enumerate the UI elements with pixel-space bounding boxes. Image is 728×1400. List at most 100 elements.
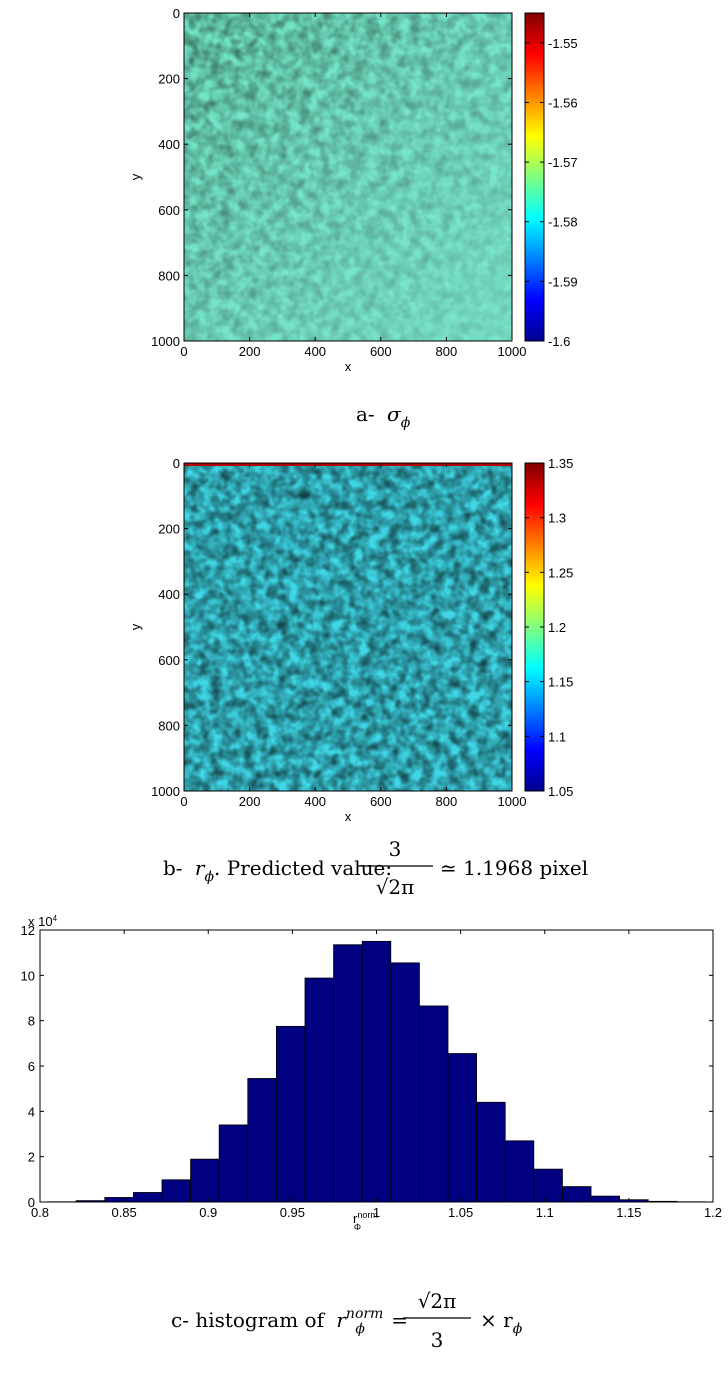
colorbar-tick-label: -1.56 bbox=[548, 95, 578, 110]
svg-text:b- rϕ. Predicted value: b- rϕ. Predicted value: bbox=[163, 856, 392, 885]
histogram-bar bbox=[190, 1158, 220, 1203]
svg-text:≃ 1.1968 pixel: ≃ 1.1968 pixel bbox=[440, 856, 588, 880]
y-exponent-label: x 104 bbox=[28, 914, 58, 929]
x-tick-label: 400 bbox=[304, 794, 326, 809]
colorbar-tick-label: 1.1 bbox=[548, 729, 566, 744]
histogram-bar bbox=[647, 1200, 678, 1203]
histogram-bar bbox=[390, 962, 420, 1203]
histogram-bar bbox=[504, 1140, 535, 1203]
histogram-bar bbox=[304, 977, 334, 1203]
svg-text:3: 3 bbox=[389, 837, 402, 861]
x-tick-label: 800 bbox=[436, 344, 458, 359]
colorbar-tick-label: 1.05 bbox=[548, 784, 573, 799]
x-tick-label: 0.95 bbox=[280, 1205, 305, 1220]
x-tick-label: 1.15 bbox=[616, 1205, 641, 1220]
histogram-bar bbox=[361, 940, 392, 1203]
svg-text:√2π: √2π bbox=[418, 1289, 457, 1313]
y-tick-label: 6 bbox=[28, 1059, 35, 1074]
y-tick-label: 800 bbox=[158, 268, 180, 283]
x-axis-label-c: rnorm Φ bbox=[353, 1210, 378, 1232]
x-tick-label: 200 bbox=[239, 794, 261, 809]
colorbar-tick-label: -1.59 bbox=[548, 274, 578, 289]
x-tick-label: 0 bbox=[180, 344, 187, 359]
histogram-bar bbox=[75, 1200, 106, 1203]
histogram-bar bbox=[419, 1005, 449, 1203]
y-tick-label: 8 bbox=[28, 1014, 35, 1029]
y-tick-label: 400 bbox=[158, 137, 180, 152]
caption-c: c- histogram of rnorm ϕ = √2π 3 × rϕ bbox=[171, 1289, 523, 1352]
y-tick-label: 2 bbox=[28, 1150, 35, 1165]
colorbar-tick-label: 1.35 bbox=[548, 456, 573, 471]
colorbar-tick-label: 1.15 bbox=[548, 675, 573, 690]
y-tick-label: 1000 bbox=[151, 784, 180, 799]
x-tick-label: 1 bbox=[373, 1205, 380, 1220]
colorbar-tick-label: -1.58 bbox=[548, 215, 578, 230]
histogram-bars bbox=[47, 940, 706, 1203]
colorbar-tick-label: 1.2 bbox=[548, 620, 566, 635]
x-axis-label: x bbox=[345, 809, 352, 824]
caption-b: b- rϕ. Predicted value: 3 √2π ≃ 1.1968 p… bbox=[163, 837, 588, 899]
y-tick-label: 0 bbox=[173, 456, 180, 471]
x-tick-label: 1000 bbox=[498, 344, 527, 359]
histogram-bar bbox=[619, 1199, 649, 1203]
histogram-bar bbox=[562, 1186, 592, 1203]
caption-a: a- σϕ bbox=[356, 402, 411, 431]
histogram-bar bbox=[447, 1053, 478, 1203]
x-tick-label: 0.85 bbox=[111, 1205, 136, 1220]
colorbar-tick-label: -1.6 bbox=[548, 334, 570, 349]
colorbar-a: -1.55 -1.56 -1.57 -1.58 -1.59 -1.6 bbox=[524, 12, 578, 349]
x-tick-label: 200 bbox=[239, 344, 261, 359]
histogram-bar bbox=[247, 1078, 277, 1203]
y-tick-label: 4 bbox=[28, 1104, 35, 1119]
histogram-bar bbox=[476, 1101, 506, 1203]
histogram-bar bbox=[275, 1025, 306, 1203]
histogram-bar bbox=[161, 1179, 191, 1203]
y-tick-label: 600 bbox=[158, 203, 180, 218]
x-tick-label: 0 bbox=[180, 794, 187, 809]
x-tick-label: 0.9 bbox=[199, 1205, 217, 1220]
y-tick-label: 200 bbox=[158, 72, 180, 87]
heatmap-b bbox=[183, 462, 513, 792]
y-tick-label: 0 bbox=[28, 1195, 35, 1210]
y-tick-label: 600 bbox=[158, 653, 180, 668]
y-axis-label: y bbox=[128, 173, 143, 180]
y-axis-label: y bbox=[128, 623, 143, 630]
axes-c: 0.8 0.85 0.9 0.95 1 1.05 1.1 1.15 1.2 0 2 4 6 8 10 12 bbox=[21, 923, 723, 1220]
heatmap-a bbox=[183, 12, 513, 342]
colorbar-b: 1.35 1.3 1.25 1.2 1.15 1.1 1.05 bbox=[524, 456, 573, 799]
y-tick-label: 400 bbox=[158, 587, 180, 602]
svg-text:3: 3 bbox=[431, 1328, 444, 1352]
x-tick-label: 0.8 bbox=[31, 1205, 49, 1220]
histogram-bar bbox=[533, 1168, 563, 1203]
x-axis-label: x bbox=[345, 359, 352, 374]
x-tick-label: 400 bbox=[304, 344, 326, 359]
histogram-bar bbox=[590, 1195, 621, 1203]
x-tick-label: 600 bbox=[370, 344, 392, 359]
y-tick-label: 0 bbox=[173, 6, 180, 21]
y-tick-label: 10 bbox=[21, 968, 35, 983]
histogram-bar bbox=[333, 944, 363, 1203]
colorbar-tick-label: -1.55 bbox=[548, 36, 578, 51]
panel-c: 0.8 0.85 0.9 0.95 1 1.05 1.1 1.15 1.2 0 2 4 6 8 10 12 x… bbox=[21, 914, 723, 1352]
x-tick-label: 800 bbox=[436, 794, 458, 809]
x-tick-label: 600 bbox=[370, 794, 392, 809]
x-tick-label: 1000 bbox=[498, 794, 527, 809]
x-tick-label: 1.1 bbox=[536, 1205, 554, 1220]
y-tick-label: 800 bbox=[158, 718, 180, 733]
x-tick-label: 1.05 bbox=[448, 1205, 473, 1220]
histogram-bar bbox=[218, 1124, 249, 1203]
svg-text:√2π: √2π bbox=[376, 875, 415, 899]
y-tick-label: 1000 bbox=[151, 334, 180, 349]
svg-text:× rϕ: × rϕ bbox=[480, 1308, 523, 1337]
x-tick-label: 1.2 bbox=[704, 1205, 722, 1220]
y-tick-label: 12 bbox=[21, 923, 35, 938]
y-tick-label: 200 bbox=[158, 522, 180, 537]
histogram-bar bbox=[104, 1197, 134, 1203]
histogram-bar bbox=[132, 1192, 163, 1203]
